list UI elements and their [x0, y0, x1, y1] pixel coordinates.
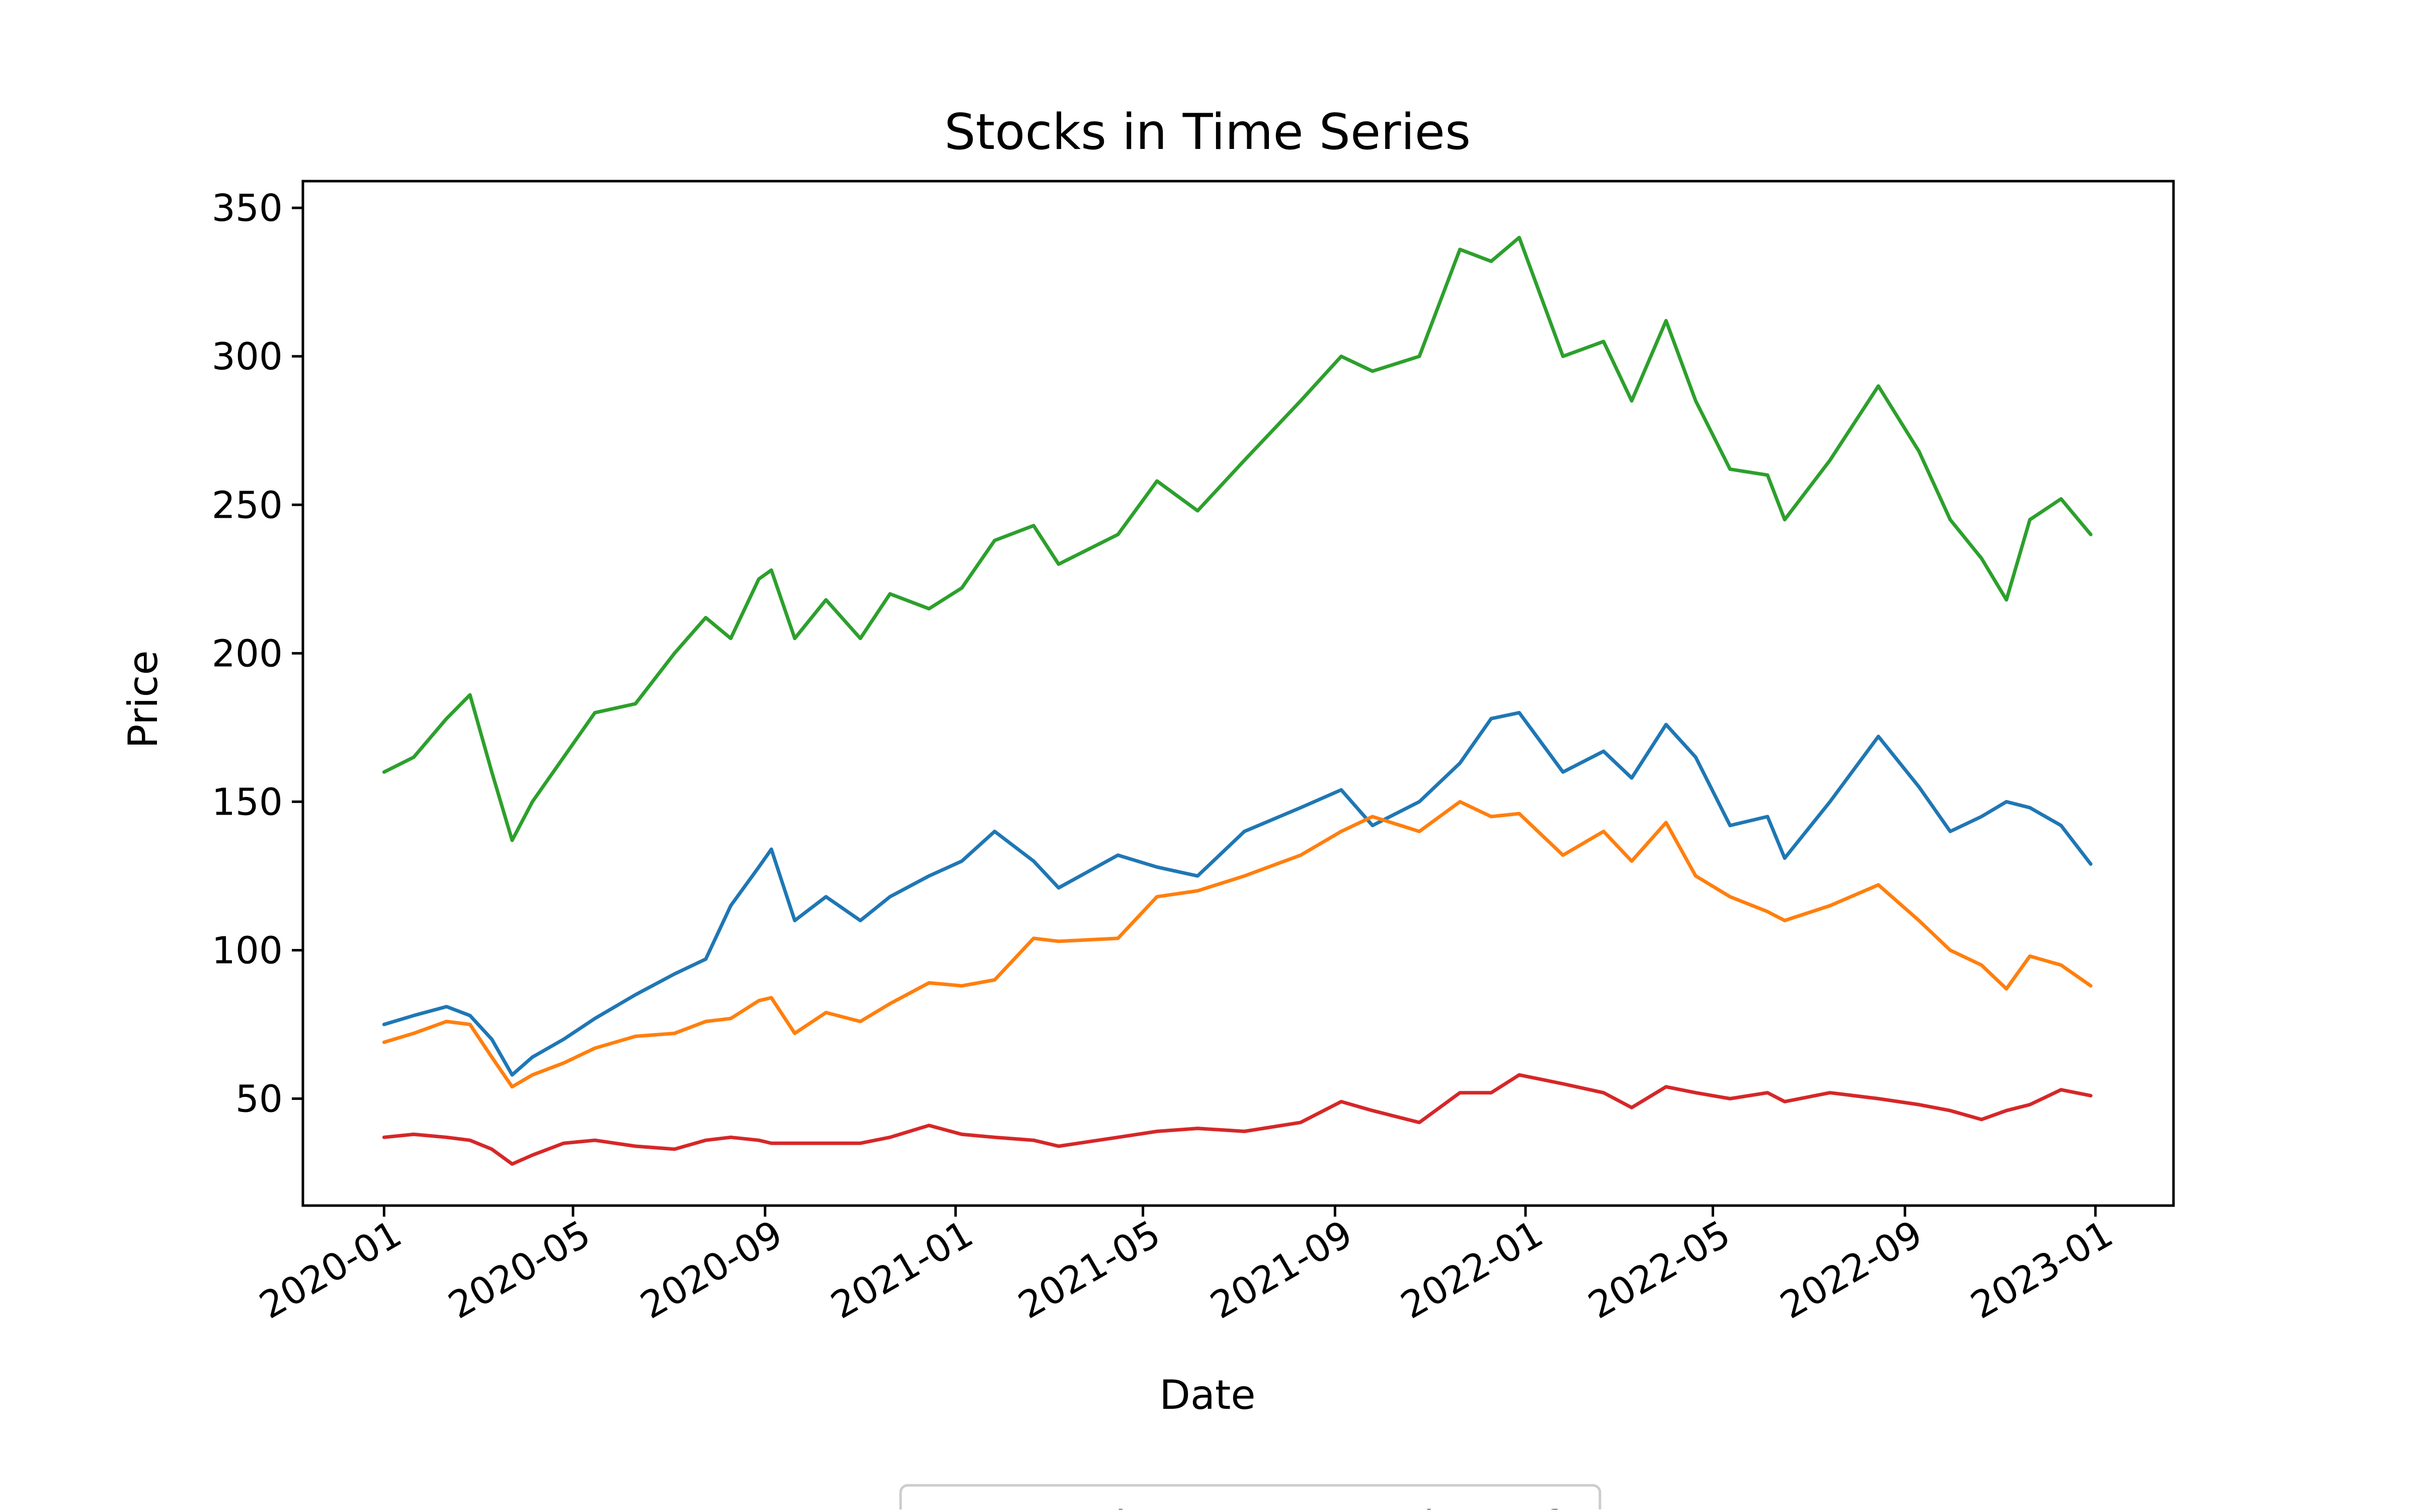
series-line-3 [382, 235, 2092, 842]
y-tick-label: 250 [212, 484, 283, 527]
plot-area-frame [301, 180, 2175, 1207]
series-layer [382, 235, 2092, 1166]
y-tick-label: 350 [212, 187, 283, 230]
series-line-apple [382, 710, 2092, 1077]
legend-label: Microsoft [1389, 1502, 1572, 1509]
x-axis-label: Date [1159, 1372, 1255, 1418]
y-axis-label: Price [120, 650, 167, 748]
y-tick-label: 200 [212, 632, 283, 675]
series-line-4 [382, 1073, 2092, 1166]
legend-box [899, 1484, 1601, 1512]
y-tick-label: 300 [212, 335, 283, 378]
y-tick-label: 150 [212, 780, 283, 824]
y-tick-label: 50 [235, 1078, 283, 1121]
legend-label: Apple [1036, 1502, 1151, 1509]
legend: Apple Microsoft [899, 1484, 1601, 1512]
y-tick-label: 100 [212, 929, 283, 972]
series-line-microsoft [382, 800, 2092, 1089]
chart-title: Stocks in Time Series [944, 104, 1471, 161]
